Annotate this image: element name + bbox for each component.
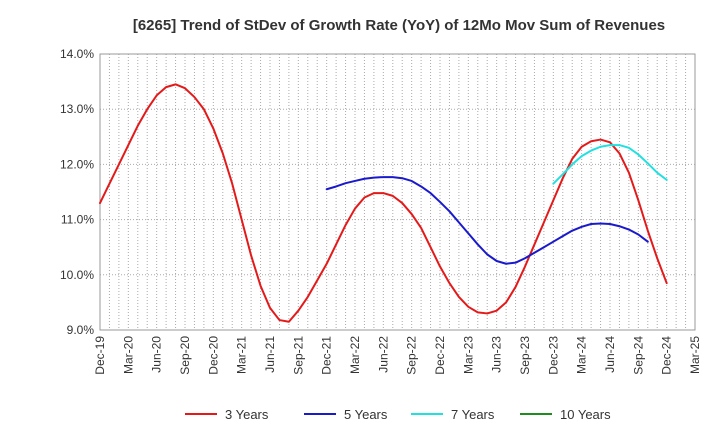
x-tick-label: Sep-24 [631,336,645,375]
chart-title: [6265] Trend of StDev of Growth Rate (Yo… [133,17,665,34]
grid [100,54,695,330]
x-tick-label: Dec-23 [546,336,560,375]
x-tick-label: Sep-21 [291,336,305,375]
x-tick-label: Jun-24 [603,336,617,373]
x-tick-label: Dec-20 [206,336,220,375]
plot-frame [99,53,696,331]
x-tick-label: Dec-21 [320,336,334,375]
y-tick-label: 11.0% [61,213,94,227]
series-line-3-years [99,83,668,323]
y-tick-label: 9.0% [67,323,95,337]
x-tick-label: Jun-22 [376,336,390,373]
legend-label-3-years: 3 Years [225,407,269,422]
x-tick-label: Mar-20 [121,336,135,374]
x-axis: Dec-19 Mar-20 Jun-20 Sep-20 Dec-20 Mar-21 Jun-… [93,336,702,375]
x-tick-label: Dec-19 [93,336,107,375]
series-line-5-years [325,176,649,265]
y-tick-label: 14.0% [60,47,94,61]
x-tick-label: Sep-22 [405,336,419,375]
legend-label-5-years: 5 Years [344,407,388,422]
x-tick-label: Mar-24 [575,336,589,374]
legend-label-10-years: 10 Years [560,407,611,422]
y-tick-label: 12.0% [60,157,94,171]
x-tick-label: Sep-20 [178,336,192,375]
x-tick-label: Mar-23 [461,336,475,374]
x-tick-label: Jun-23 [490,336,504,373]
x-tick-label: Mar-21 [235,336,249,374]
legend: 3 Years 5 Years 7 Years 10 Years [185,407,611,422]
x-tick-label: Mar-22 [348,336,362,374]
series-line-7-years [552,144,668,185]
y-tick-label: 13.0% [60,102,94,116]
y-tick-label: 10.0% [60,268,94,282]
x-tick-label: Dec-22 [433,336,447,375]
x-tick-label: Mar-25 [688,336,702,374]
x-tick-label: Sep-23 [518,336,532,375]
series-layer [99,83,668,323]
x-tick-label: Dec-24 [660,336,674,375]
y-axis: 14.0% 13.0% 12.0% 11.0% 10.0% 9.0% [60,47,94,337]
x-tick-label: Jun-21 [263,336,277,373]
x-tick-label: Jun-20 [150,336,164,373]
legend-label-7-years: 7 Years [451,407,495,422]
